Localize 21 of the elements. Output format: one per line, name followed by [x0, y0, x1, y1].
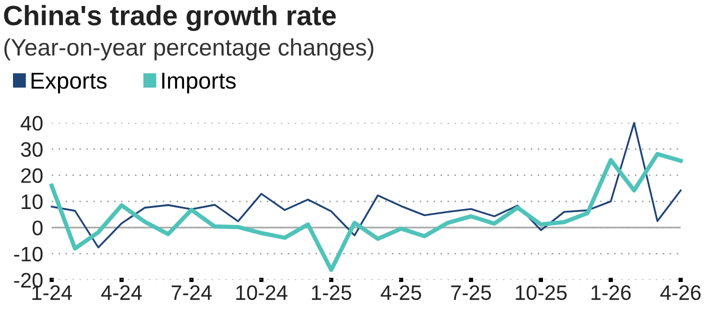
y-tick-label: -10 — [14, 246, 43, 262]
x-tick-label: 4-24 — [101, 285, 142, 300]
y-tick-label: 40 — [20, 116, 43, 131]
y-tick-label: 0 — [32, 220, 43, 236]
x-tick-label: 10-24 — [236, 285, 288, 300]
x-tick-label: 4-26 — [660, 285, 701, 300]
y-tick-label: 10 — [22, 194, 43, 210]
x-tick-label: 1-26 — [592, 285, 631, 300]
line-series — [50, 122, 682, 248]
x-tick-label: 7-25 — [451, 285, 491, 300]
x-tick-label: 7-24 — [172, 285, 212, 300]
legend-label: Imports — [162, 72, 236, 94]
y-tick-label: 20 — [21, 168, 43, 183]
x-tick-label: 1-25 — [312, 285, 352, 300]
x-tick-label: 10-25 — [516, 285, 567, 300]
chart-title: China's trade growth rate — [4, 5, 336, 32]
legend-label: Exports — [32, 72, 107, 94]
line-series — [50, 152, 683, 272]
chart-subtitle: (Year-on-year percentage changes) — [4, 38, 374, 60]
x-tick-label: 4-25 — [380, 285, 422, 300]
y-tick-label: 30 — [20, 142, 43, 157]
